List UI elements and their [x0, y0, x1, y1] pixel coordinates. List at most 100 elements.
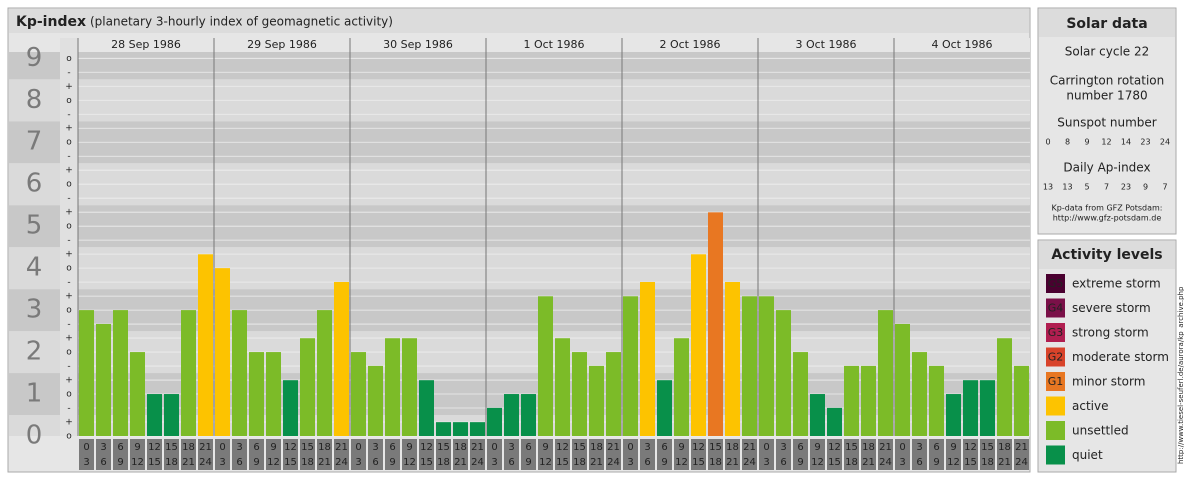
slot-box — [1014, 439, 1029, 470]
legend-badge: G3 — [1048, 326, 1064, 339]
slot-box — [793, 439, 808, 470]
bar — [300, 338, 315, 436]
ap-value: 5 — [1084, 183, 1089, 192]
bar — [742, 296, 757, 436]
bar — [963, 380, 978, 436]
ap-title: Daily Ap-index — [1063, 161, 1150, 175]
slot-box — [334, 439, 349, 470]
x-tick-label: 6 — [372, 457, 378, 468]
y-tick-label: 7 — [26, 127, 43, 157]
bar — [521, 394, 536, 436]
slot-box — [606, 439, 621, 470]
slot-box — [317, 439, 332, 470]
sub-tick-label: + — [65, 124, 73, 134]
slot-box — [521, 439, 536, 470]
y-band — [9, 247, 60, 290]
x-tick-label: 18 — [437, 457, 450, 468]
x-tick-label: 24 — [1015, 457, 1028, 468]
slot-box — [453, 439, 468, 470]
x-tick-label: 6 — [236, 457, 242, 468]
x-tick-label: 24 — [607, 457, 620, 468]
x-tick-label: 3 — [627, 457, 633, 468]
slot-box — [232, 439, 247, 470]
x-tick-label: 15 — [964, 457, 977, 468]
bar — [266, 352, 281, 436]
slot-box — [79, 439, 94, 470]
source: http://www.gfz-potsdam.de — [1053, 214, 1162, 223]
x-tick-label: 6 — [508, 457, 514, 468]
levels-title-bar — [1039, 241, 1175, 269]
legend-badge: G5 — [1048, 277, 1064, 290]
x-tick-label: 15 — [573, 442, 586, 453]
legend-label: strong storm — [1072, 326, 1149, 340]
slot-box — [385, 439, 400, 470]
x-tick-label: 21 — [199, 442, 212, 453]
x-tick-label: 3 — [100, 442, 106, 453]
slot-box — [742, 439, 757, 470]
bar — [555, 338, 570, 436]
x-tick-label: 21 — [335, 442, 348, 453]
bar — [164, 394, 179, 436]
legend-swatch — [1046, 421, 1065, 440]
bar — [878, 310, 893, 436]
y-band — [9, 163, 60, 206]
sub-tick-label: + — [65, 334, 73, 344]
sub-tick-label: o — [66, 348, 72, 358]
x-tick-label: 0 — [355, 442, 361, 453]
x-tick-label: 12 — [403, 457, 416, 468]
sub-tick-label: + — [65, 166, 73, 176]
slot-box — [640, 439, 655, 470]
x-tick-label: 3 — [491, 457, 497, 468]
bar — [691, 254, 706, 436]
day-label: 28 Sep 1986 — [111, 38, 181, 51]
x-tick-label: 9 — [253, 457, 259, 468]
sub-tick-label: + — [65, 376, 73, 386]
sunspot-value: 23 — [1140, 138, 1150, 147]
y-tick-label: 4 — [26, 253, 43, 283]
sub-tick-label: - — [67, 278, 70, 288]
slot-box — [844, 439, 859, 470]
slot-box — [674, 439, 689, 470]
x-tick-label: 6 — [644, 457, 650, 468]
slot-box — [555, 439, 570, 470]
slot-box — [691, 439, 706, 470]
x-tick-label: 21 — [862, 457, 875, 468]
x-tick-label: 0 — [899, 442, 905, 453]
band — [78, 52, 1030, 80]
bar — [504, 394, 519, 436]
slot-box — [504, 439, 519, 470]
slot-box — [164, 439, 179, 470]
bar — [776, 310, 791, 436]
bar — [181, 310, 196, 436]
x-tick-label: 12 — [947, 457, 960, 468]
x-tick-label: 15 — [709, 442, 722, 453]
ap-value: 23 — [1121, 183, 1131, 192]
x-tick-label: 15 — [845, 442, 858, 453]
x-tick-label: 9 — [933, 457, 939, 468]
x-tick-label: 24 — [743, 457, 756, 468]
bar — [351, 352, 366, 436]
slot-box — [827, 439, 842, 470]
sunspot-value: 12 — [1101, 138, 1111, 147]
legend-badge: G2 — [1048, 351, 1064, 364]
x-tick-label: 18 — [862, 442, 875, 453]
slot-box — [266, 439, 281, 470]
y-band — [9, 289, 60, 332]
slot-box — [810, 439, 825, 470]
x-tick-label: 0 — [763, 442, 769, 453]
y-band — [9, 121, 60, 164]
x-tick-label: 0 — [491, 442, 497, 453]
sunspot-value: 14 — [1121, 138, 1131, 147]
sunspot-value: 0 — [1045, 138, 1050, 147]
sub-tick-label: o — [66, 54, 72, 64]
source: Kp-data from GFZ Potsdam: — [1052, 204, 1163, 213]
y-tick-label: 6 — [26, 169, 43, 199]
x-tick-label: 12 — [556, 442, 569, 453]
bar — [283, 380, 298, 436]
x-tick-label: 12 — [267, 457, 280, 468]
x-tick-label: 21 — [726, 457, 739, 468]
slot-box — [912, 439, 927, 470]
legend-label: moderate storm — [1072, 350, 1169, 364]
bar — [980, 380, 995, 436]
x-tick-label: 12 — [420, 442, 433, 453]
